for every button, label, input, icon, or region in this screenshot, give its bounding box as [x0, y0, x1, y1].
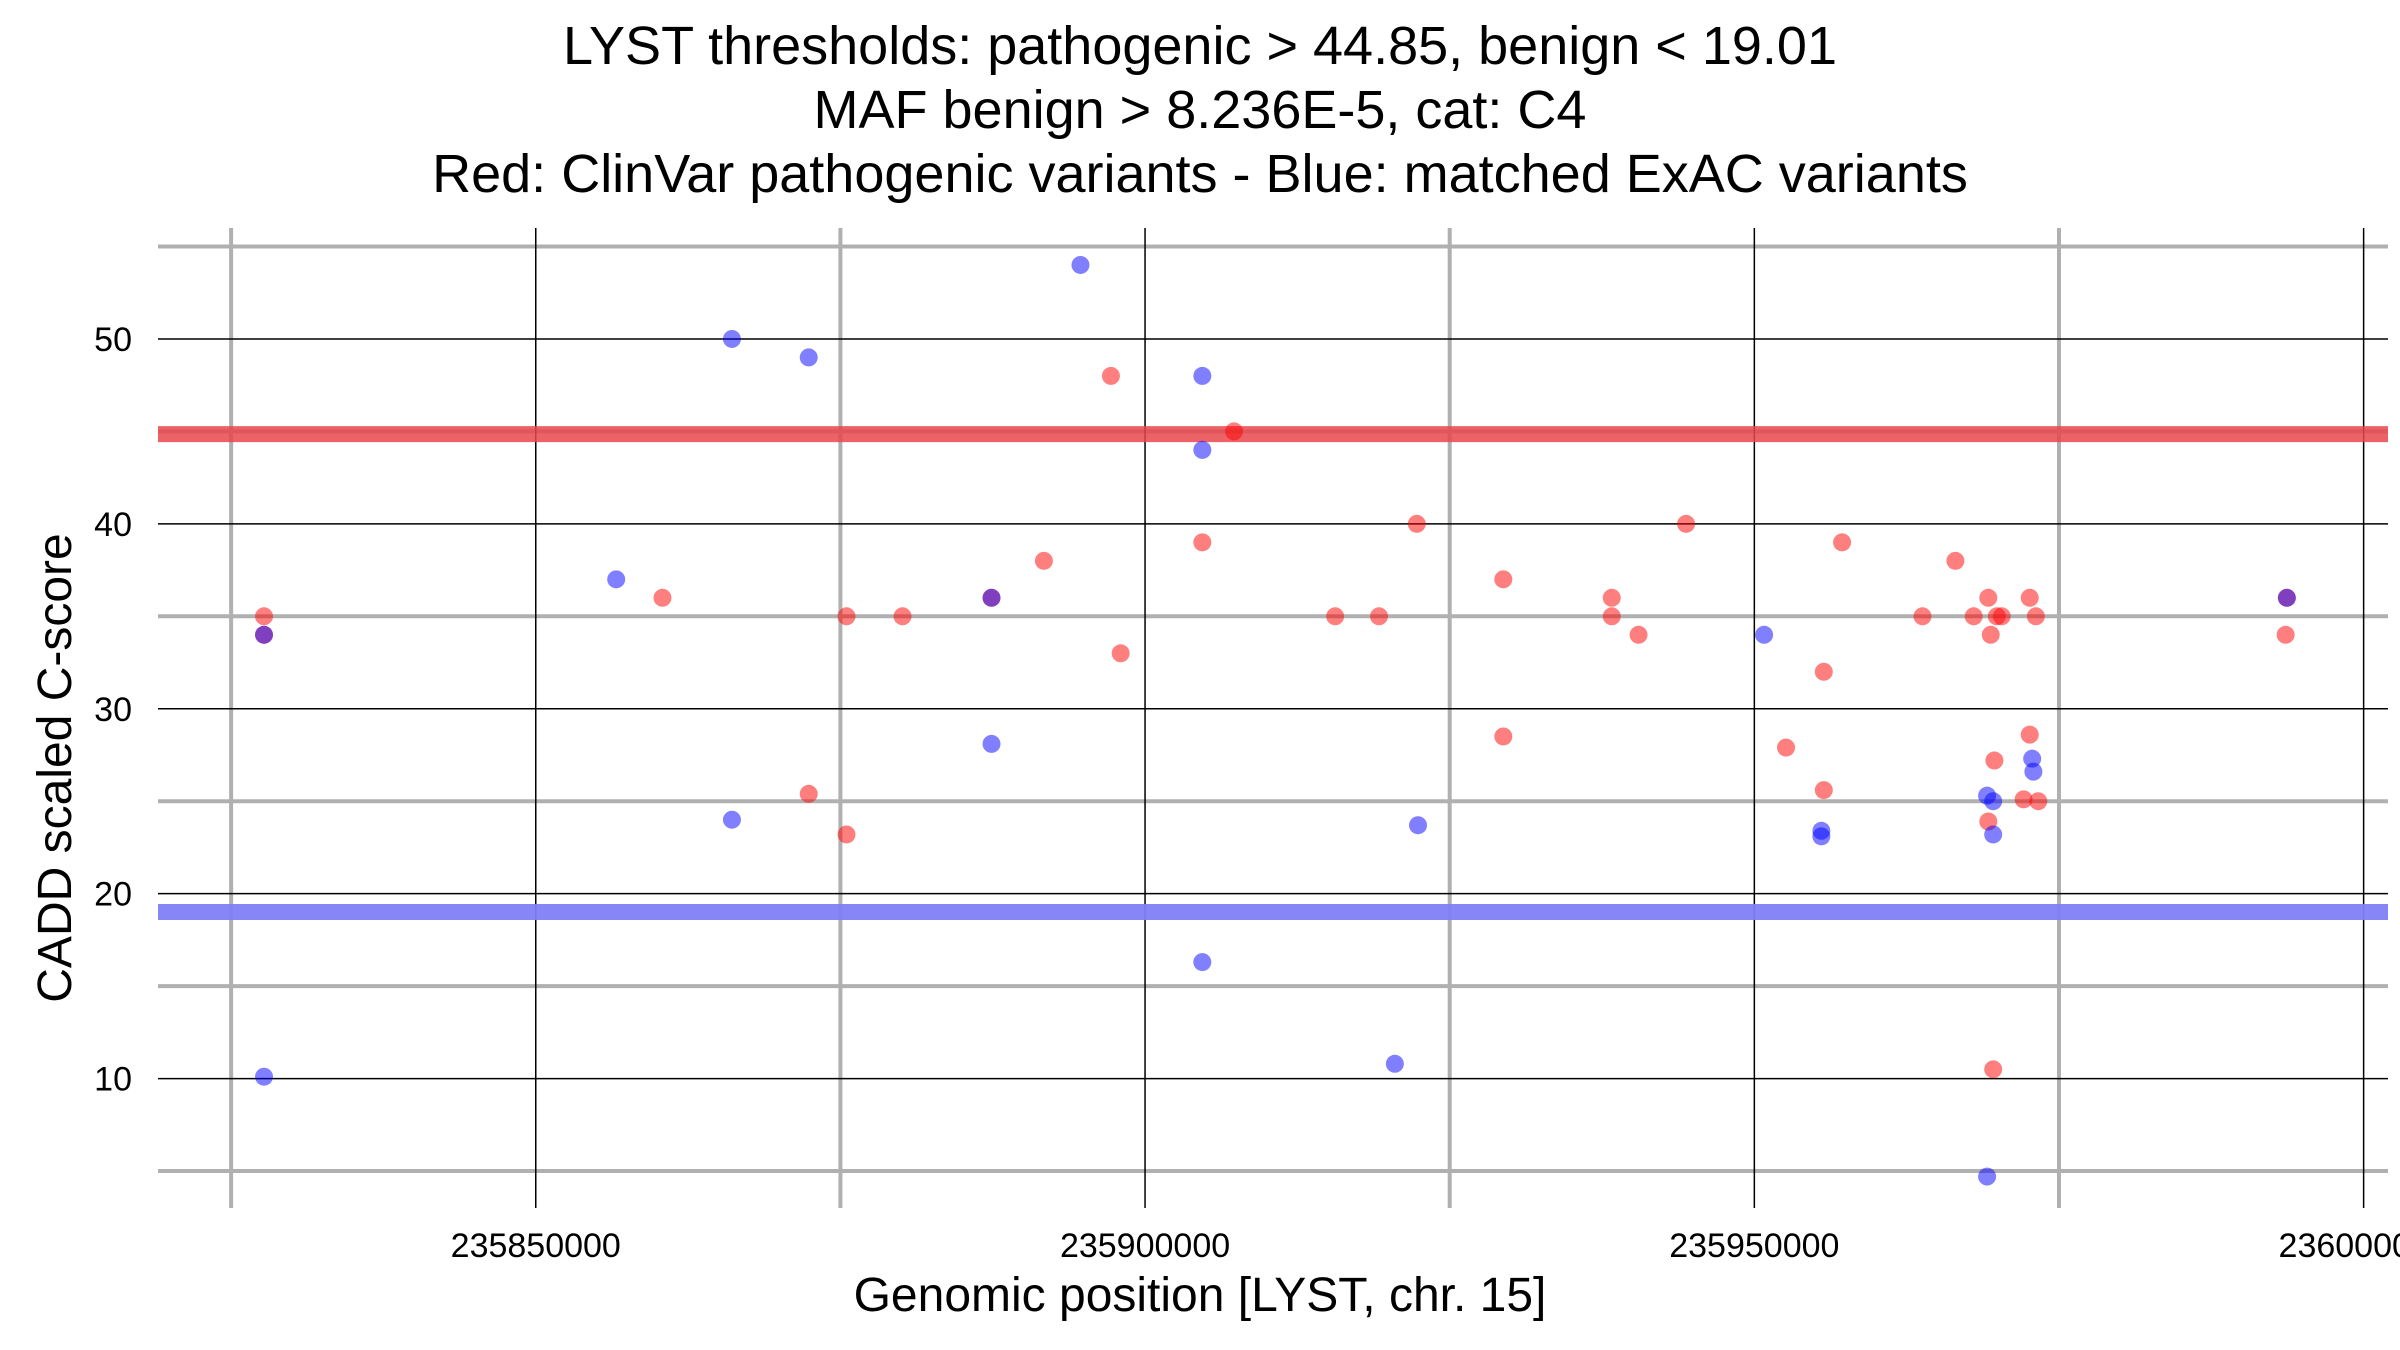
data-point — [1193, 366, 1212, 385]
data-point — [1814, 781, 1833, 800]
data-point — [837, 825, 856, 844]
data-point — [1946, 551, 1965, 570]
data-point — [799, 348, 818, 367]
data-points — [255, 255, 2296, 1186]
grid-lines — [158, 228, 2388, 1208]
data-point — [1409, 816, 1428, 835]
x-axis-label: Genomic position [LYST, chr. 15] — [853, 1269, 1547, 1322]
title-line-3: Red: ClinVar pathogenic variants - Blue:… — [432, 144, 1968, 204]
data-point — [799, 784, 818, 803]
data-point — [1984, 825, 2003, 844]
data-point — [982, 734, 1001, 753]
data-point — [1964, 607, 1983, 626]
data-point — [1602, 607, 1621, 626]
x-tick-label: 235950000 — [1669, 1227, 1839, 1265]
data-point — [1814, 662, 1833, 681]
data-point — [722, 810, 741, 829]
series-benign — [255, 255, 2296, 1186]
data-point — [2014, 790, 2033, 809]
data-point — [1225, 422, 1244, 441]
data-point — [1326, 607, 1345, 626]
y-tick-label: 40 — [94, 506, 132, 544]
data-point — [1193, 533, 1212, 552]
data-point — [255, 1067, 274, 1086]
data-point — [1755, 625, 1774, 644]
title-line-2: MAF benign > 8.236E-5, cat: C4 — [813, 80, 1587, 140]
data-point — [1677, 514, 1696, 533]
data-point — [893, 607, 912, 626]
data-point — [2020, 725, 2039, 744]
data-point — [1385, 1054, 1404, 1073]
data-point — [1407, 514, 1426, 533]
data-point — [1985, 751, 2004, 770]
threshold-lines — [158, 426, 2388, 920]
data-point — [1984, 1060, 2003, 1079]
x-tick-label: 236000000 — [2279, 1227, 2400, 1265]
data-point — [1111, 644, 1130, 663]
data-point — [1034, 551, 1053, 570]
y-axis-label: CADD scaled C-score — [29, 533, 82, 1003]
data-point — [1193, 953, 1212, 972]
data-point — [255, 607, 274, 626]
data-point — [1992, 607, 2011, 626]
data-point — [1494, 727, 1513, 746]
data-point — [722, 329, 741, 348]
x-tick-label: 235900000 — [1060, 1227, 1230, 1265]
y-tick-labels: 10 20 30 40 50 — [94, 321, 132, 1099]
data-point — [1193, 440, 1212, 459]
data-point — [1978, 1167, 1997, 1186]
data-point — [1812, 827, 1831, 846]
series-pathogenic — [255, 366, 2296, 1079]
data-point — [2276, 625, 2295, 644]
data-point — [837, 607, 856, 626]
title-line-1: LYST thresholds: pathogenic > 44.85, ben… — [563, 16, 1837, 76]
data-point — [607, 570, 626, 589]
data-point — [2026, 607, 2045, 626]
y-tick-label: 10 — [94, 1061, 132, 1099]
data-point — [2020, 588, 2039, 607]
data-point — [2024, 762, 2043, 781]
data-point — [2029, 792, 2048, 811]
data-point — [1833, 533, 1852, 552]
data-point — [1777, 738, 1796, 757]
data-point — [1071, 255, 1090, 274]
data-point — [1494, 570, 1513, 589]
data-point — [1984, 792, 2003, 811]
data-point — [1629, 625, 1648, 644]
data-point — [1602, 588, 1621, 607]
data-point — [653, 588, 672, 607]
x-tick-labels: 235850000 235900000 235950000 236000000 — [451, 1227, 2400, 1265]
y-tick-label: 20 — [94, 876, 132, 914]
data-point — [1979, 588, 1998, 607]
y-tick-label: 30 — [94, 691, 132, 729]
data-point — [255, 625, 274, 644]
data-point — [1913, 607, 1932, 626]
data-point — [2023, 749, 2042, 768]
data-point — [1981, 625, 2000, 644]
data-point — [1370, 607, 1389, 626]
data-point — [1101, 366, 1120, 385]
x-tick-label: 235850000 — [451, 1227, 621, 1265]
chart-title: LYST thresholds: pathogenic > 44.85, ben… — [0, 14, 2400, 206]
data-point — [982, 588, 1001, 607]
data-point — [2277, 588, 2296, 607]
y-tick-label: 50 — [94, 321, 132, 359]
